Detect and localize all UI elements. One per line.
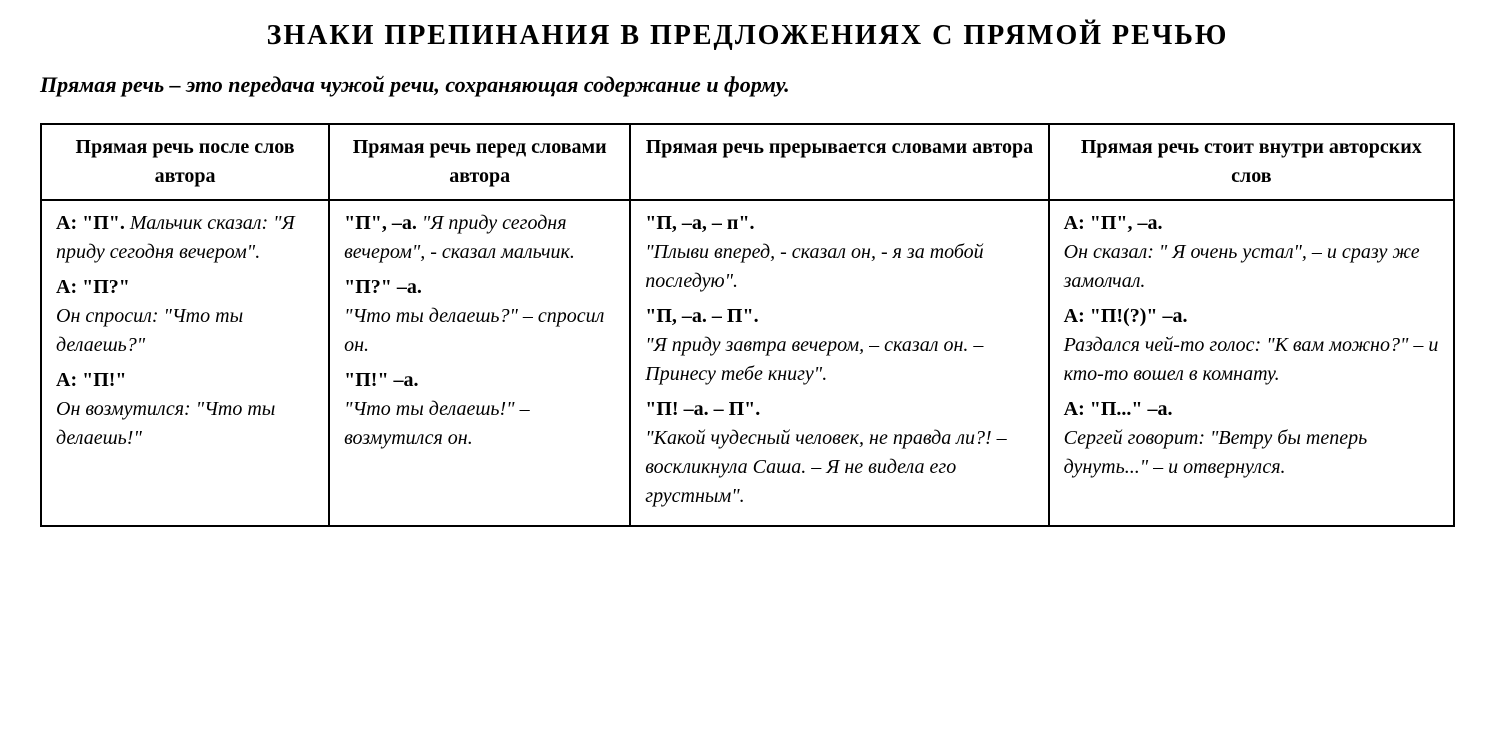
page-title: ЗНАКИ ПРЕПИНАНИЯ В ПРЕДЛОЖЕНИЯХ С ПРЯМОЙ… — [40, 20, 1455, 52]
example: "Плыви вперед, - сказал он, - я за тобой… — [645, 238, 1033, 296]
example: "Что ты делаешь?" – спросил он. — [344, 302, 615, 360]
formula: "П!" –а. — [344, 366, 615, 395]
formula: А: "П!" — [56, 366, 314, 395]
formula: "П! –а. – П". — [645, 395, 1033, 424]
formula: А: "П". — [56, 212, 125, 234]
example: "Какой чудесный человек, не правда ли?! … — [645, 424, 1033, 511]
table-cell: А: "П", –а. Он сказал: " Я очень устал",… — [1049, 200, 1454, 526]
formula: "П", –а. — [344, 212, 417, 234]
column-header: Прямая речь стоит внутри авторских слов — [1049, 124, 1454, 200]
example: "Что ты делаешь!" – возмутился он. — [344, 395, 615, 453]
table-cell: "П", –а. "Я приду сегодня вечером", - ск… — [329, 200, 630, 526]
formula: А: "П..." –а. — [1064, 395, 1439, 424]
formula: "П, –а, – п". — [645, 209, 1033, 238]
formula: А: "П!(?)" –а. — [1064, 302, 1439, 331]
table-cell: А: "П". Мальчик сказал: "Я приду сегодня… — [41, 200, 329, 526]
example: Сергей говорит: "Ветру бы теперь дунуть.… — [1064, 424, 1439, 482]
column-header: Прямая речь после слов автора — [41, 124, 329, 200]
example: Он возмутился: "Что ты делаешь!" — [56, 395, 314, 453]
column-header: Прямая речь перед словами автора — [329, 124, 630, 200]
example: Он сказал: " Я очень устал", – и сразу ж… — [1064, 238, 1439, 296]
definition-text: Прямая речь – это передача чужой речи, с… — [40, 72, 1455, 98]
table-cell: "П, –а, – п". "Плыви вперед, - сказал он… — [630, 200, 1048, 526]
example: Он спросил: "Что ты делаешь?" — [56, 302, 314, 360]
rules-table: Прямая речь после слов автора Прямая реч… — [40, 123, 1455, 527]
example: Раздался чей-то голос: "К вам можно?" – … — [1064, 331, 1439, 389]
formula: А: "П?" — [56, 273, 314, 302]
column-header: Прямая речь прерывается словами автора — [630, 124, 1048, 200]
formula: "П, –а. – П". — [645, 302, 1033, 331]
formula: А: "П", –а. — [1064, 209, 1439, 238]
formula: "П?" –а. — [344, 273, 615, 302]
example: "Я приду завтра вечером, – сказал он. – … — [645, 331, 1033, 389]
